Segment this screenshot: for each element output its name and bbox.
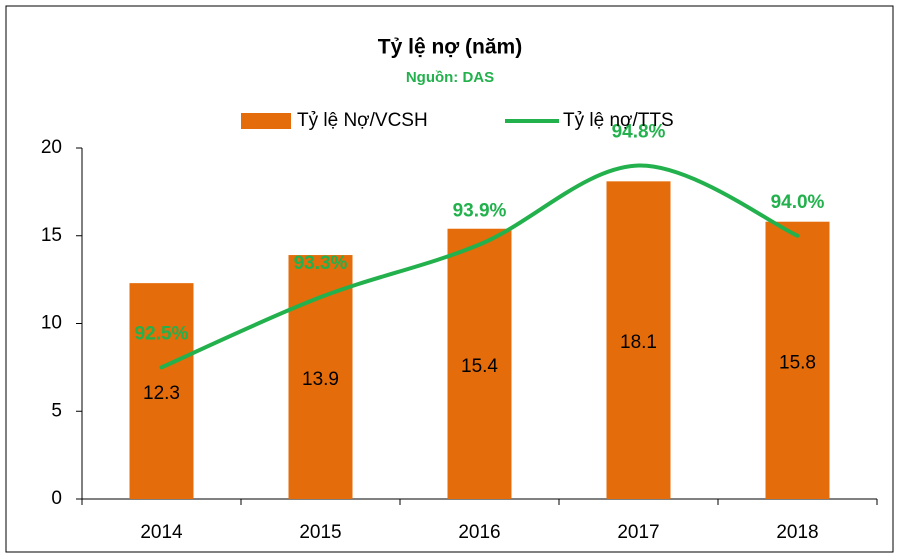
y-tick-label: 10 bbox=[41, 313, 62, 334]
bar bbox=[447, 228, 512, 500]
legend-swatch bbox=[241, 113, 291, 129]
bar-label: 15.4 bbox=[461, 356, 498, 377]
bar bbox=[606, 181, 671, 499]
x-tick-label: 2017 bbox=[617, 522, 659, 543]
x-tick-label: 2015 bbox=[299, 522, 341, 543]
chart-subtitle: Nguồn: DAS bbox=[406, 69, 494, 86]
bar-label: 15.8 bbox=[779, 352, 816, 373]
bar bbox=[129, 283, 194, 499]
y-tick-label: 0 bbox=[51, 488, 62, 509]
line-label: 93.9% bbox=[453, 201, 507, 222]
line bbox=[159, 163, 800, 370]
chart-title: Tỷ lệ nợ (năm) bbox=[378, 36, 522, 59]
line-label: 92.5% bbox=[135, 323, 189, 344]
line-label: 94.8% bbox=[612, 122, 666, 143]
x-tick-label: 2016 bbox=[458, 522, 500, 543]
y-tick-label: 20 bbox=[41, 137, 62, 158]
x-tick-label: 2014 bbox=[140, 522, 183, 543]
legend-label: Tỷ lệ nợ/TTS bbox=[563, 110, 674, 131]
bar-label: 18.1 bbox=[620, 332, 657, 353]
line-label: 93.3% bbox=[294, 253, 348, 274]
x-tick-label: 2018 bbox=[776, 522, 818, 543]
bar-label: 12.3 bbox=[143, 383, 180, 404]
legend-label: Tỷ lệ Nợ/VCSH bbox=[297, 110, 428, 131]
bar-label: 13.9 bbox=[302, 369, 339, 390]
bar bbox=[765, 221, 830, 499]
line-label: 94.0% bbox=[771, 192, 825, 213]
y-tick-label: 15 bbox=[41, 225, 62, 246]
y-tick-label: 5 bbox=[51, 400, 62, 421]
